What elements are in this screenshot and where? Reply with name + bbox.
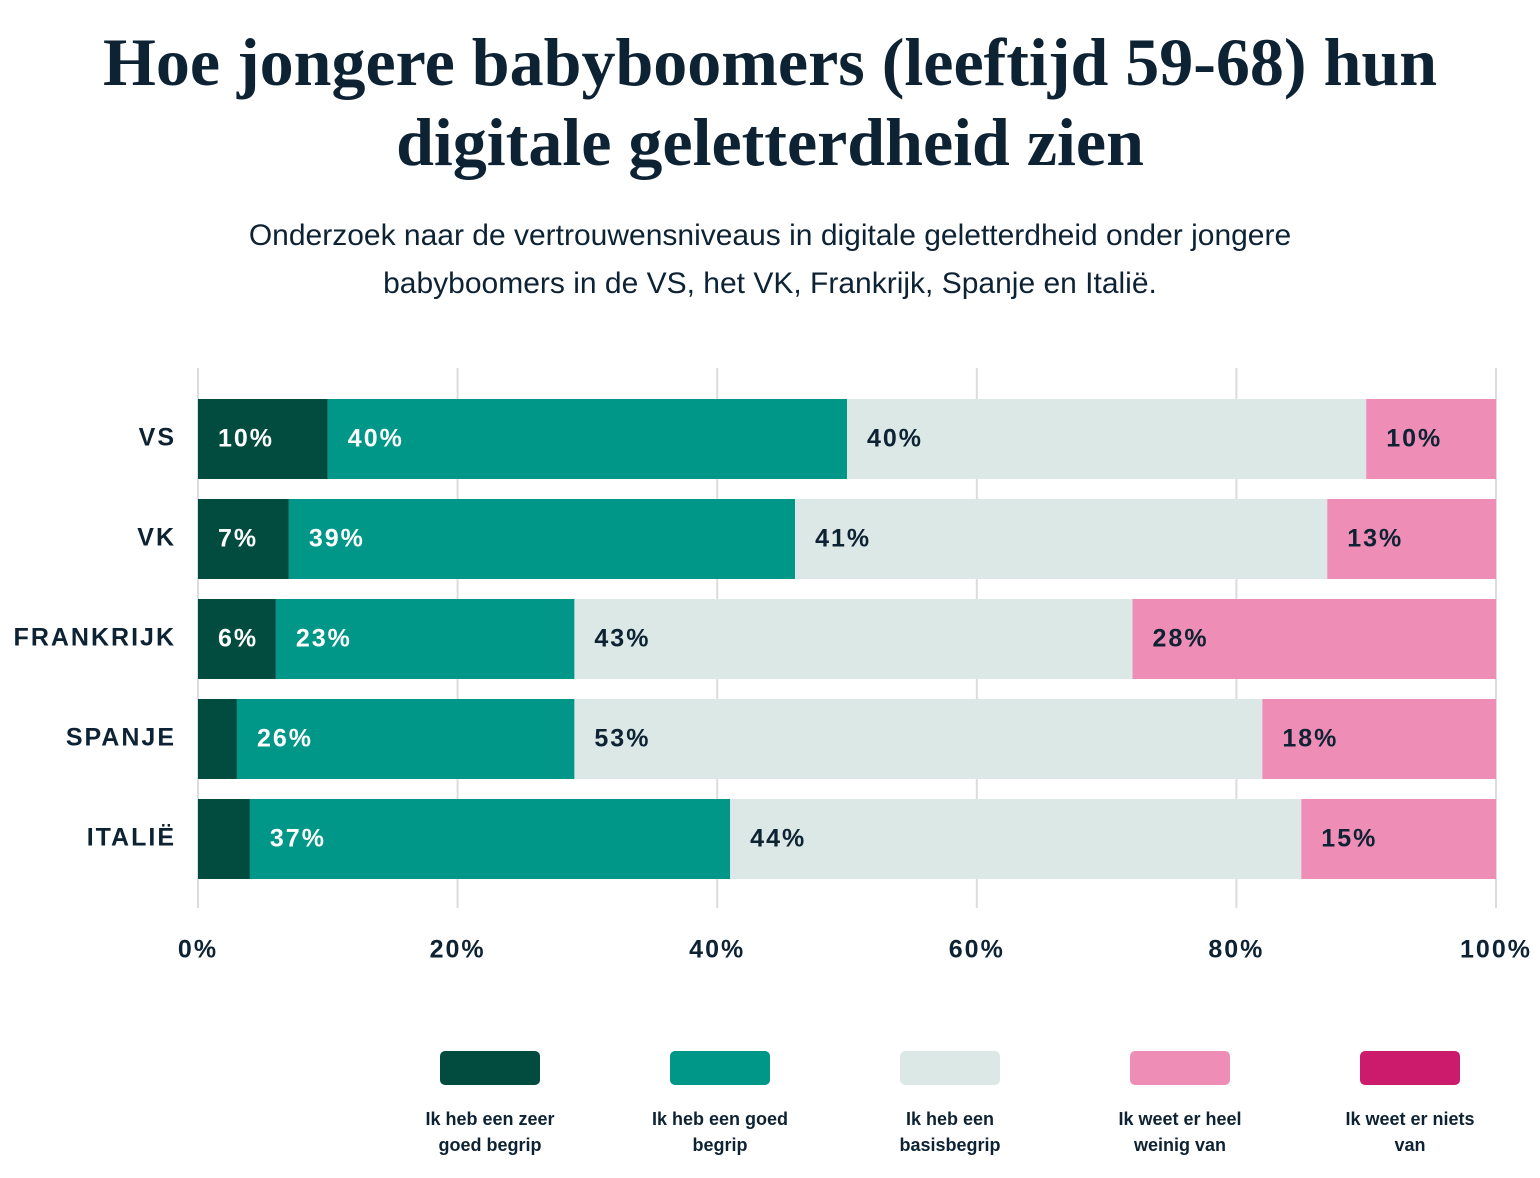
data-label: 10% [218,425,274,453]
bar-segment [1132,599,1496,679]
legend-label: Ik weet er niets van [1345,1109,1475,1155]
x-tick-label: 100% [1460,936,1532,964]
data-label: 44% [750,825,806,853]
y-tick-label: FRANKRIJK [14,624,176,652]
y-tick-label: SPANJE [66,724,176,752]
data-label: 40% [348,425,404,453]
bar-segment [198,699,237,779]
data-label: 43% [594,625,650,653]
data-label: 18% [1282,725,1338,753]
data-label: 26% [257,725,313,753]
legend-swatch [440,1051,540,1085]
bar-segment [574,699,1263,779]
bar-segment [249,799,731,879]
bar-segment [1262,699,1496,779]
legend-label: Ik heb een basisbegrip [899,1109,1001,1155]
bar-segment [198,499,289,579]
bar-segment [1301,799,1496,879]
legend-swatch [1360,1051,1460,1085]
data-label: 23% [296,625,352,653]
bar-segment [847,399,1367,479]
data-label: 37% [270,825,326,853]
legend-swatch [1130,1051,1230,1085]
legend-label: Ik heb een goed begrip [651,1109,789,1155]
data-label: 39% [309,525,365,553]
legend-swatch [900,1051,1000,1085]
legend-swatch [670,1051,770,1085]
bar-segment [1327,499,1496,579]
bar-segment [198,799,250,879]
data-label: 53% [594,725,650,753]
chart-subtitle: Onderzoek naar de vertrouwensniveaus in … [248,219,1292,300]
bar-segment [574,599,1133,679]
bar-segment [730,799,1302,879]
bar-segment [236,699,575,779]
x-tick-label: 80% [1208,936,1264,964]
legend-label: Ik weet er heel weinig van [1118,1109,1242,1155]
bar-segment [327,399,847,479]
data-label: 28% [1153,625,1209,653]
bar-segment [795,499,1328,579]
bar-segment [198,399,328,479]
x-tick-label: 20% [430,936,486,964]
x-tick-label: 60% [949,936,1005,964]
data-label: 13% [1347,525,1403,553]
x-tick-label: 40% [689,936,745,964]
legend-label: Ik heb een zeer goed begrip [425,1109,555,1155]
bar-segment [1366,399,1496,479]
data-label: 40% [867,425,923,453]
bar-segment [275,599,575,679]
data-label: 41% [815,525,871,553]
data-label: 10% [1386,425,1442,453]
x-tick-label: 0% [178,936,218,964]
bar-segment [288,499,796,579]
data-label: 7% [218,525,258,553]
data-label: 6% [218,625,258,653]
y-tick-label: ITALIË [87,824,176,852]
data-label: 15% [1321,825,1377,853]
y-tick-label: VK [137,524,176,552]
y-tick-label: VS [139,424,176,452]
bar-segment [198,599,276,679]
chart-title: Hoe jongere babyboomers (leeftijd 59-68)… [102,24,1438,180]
